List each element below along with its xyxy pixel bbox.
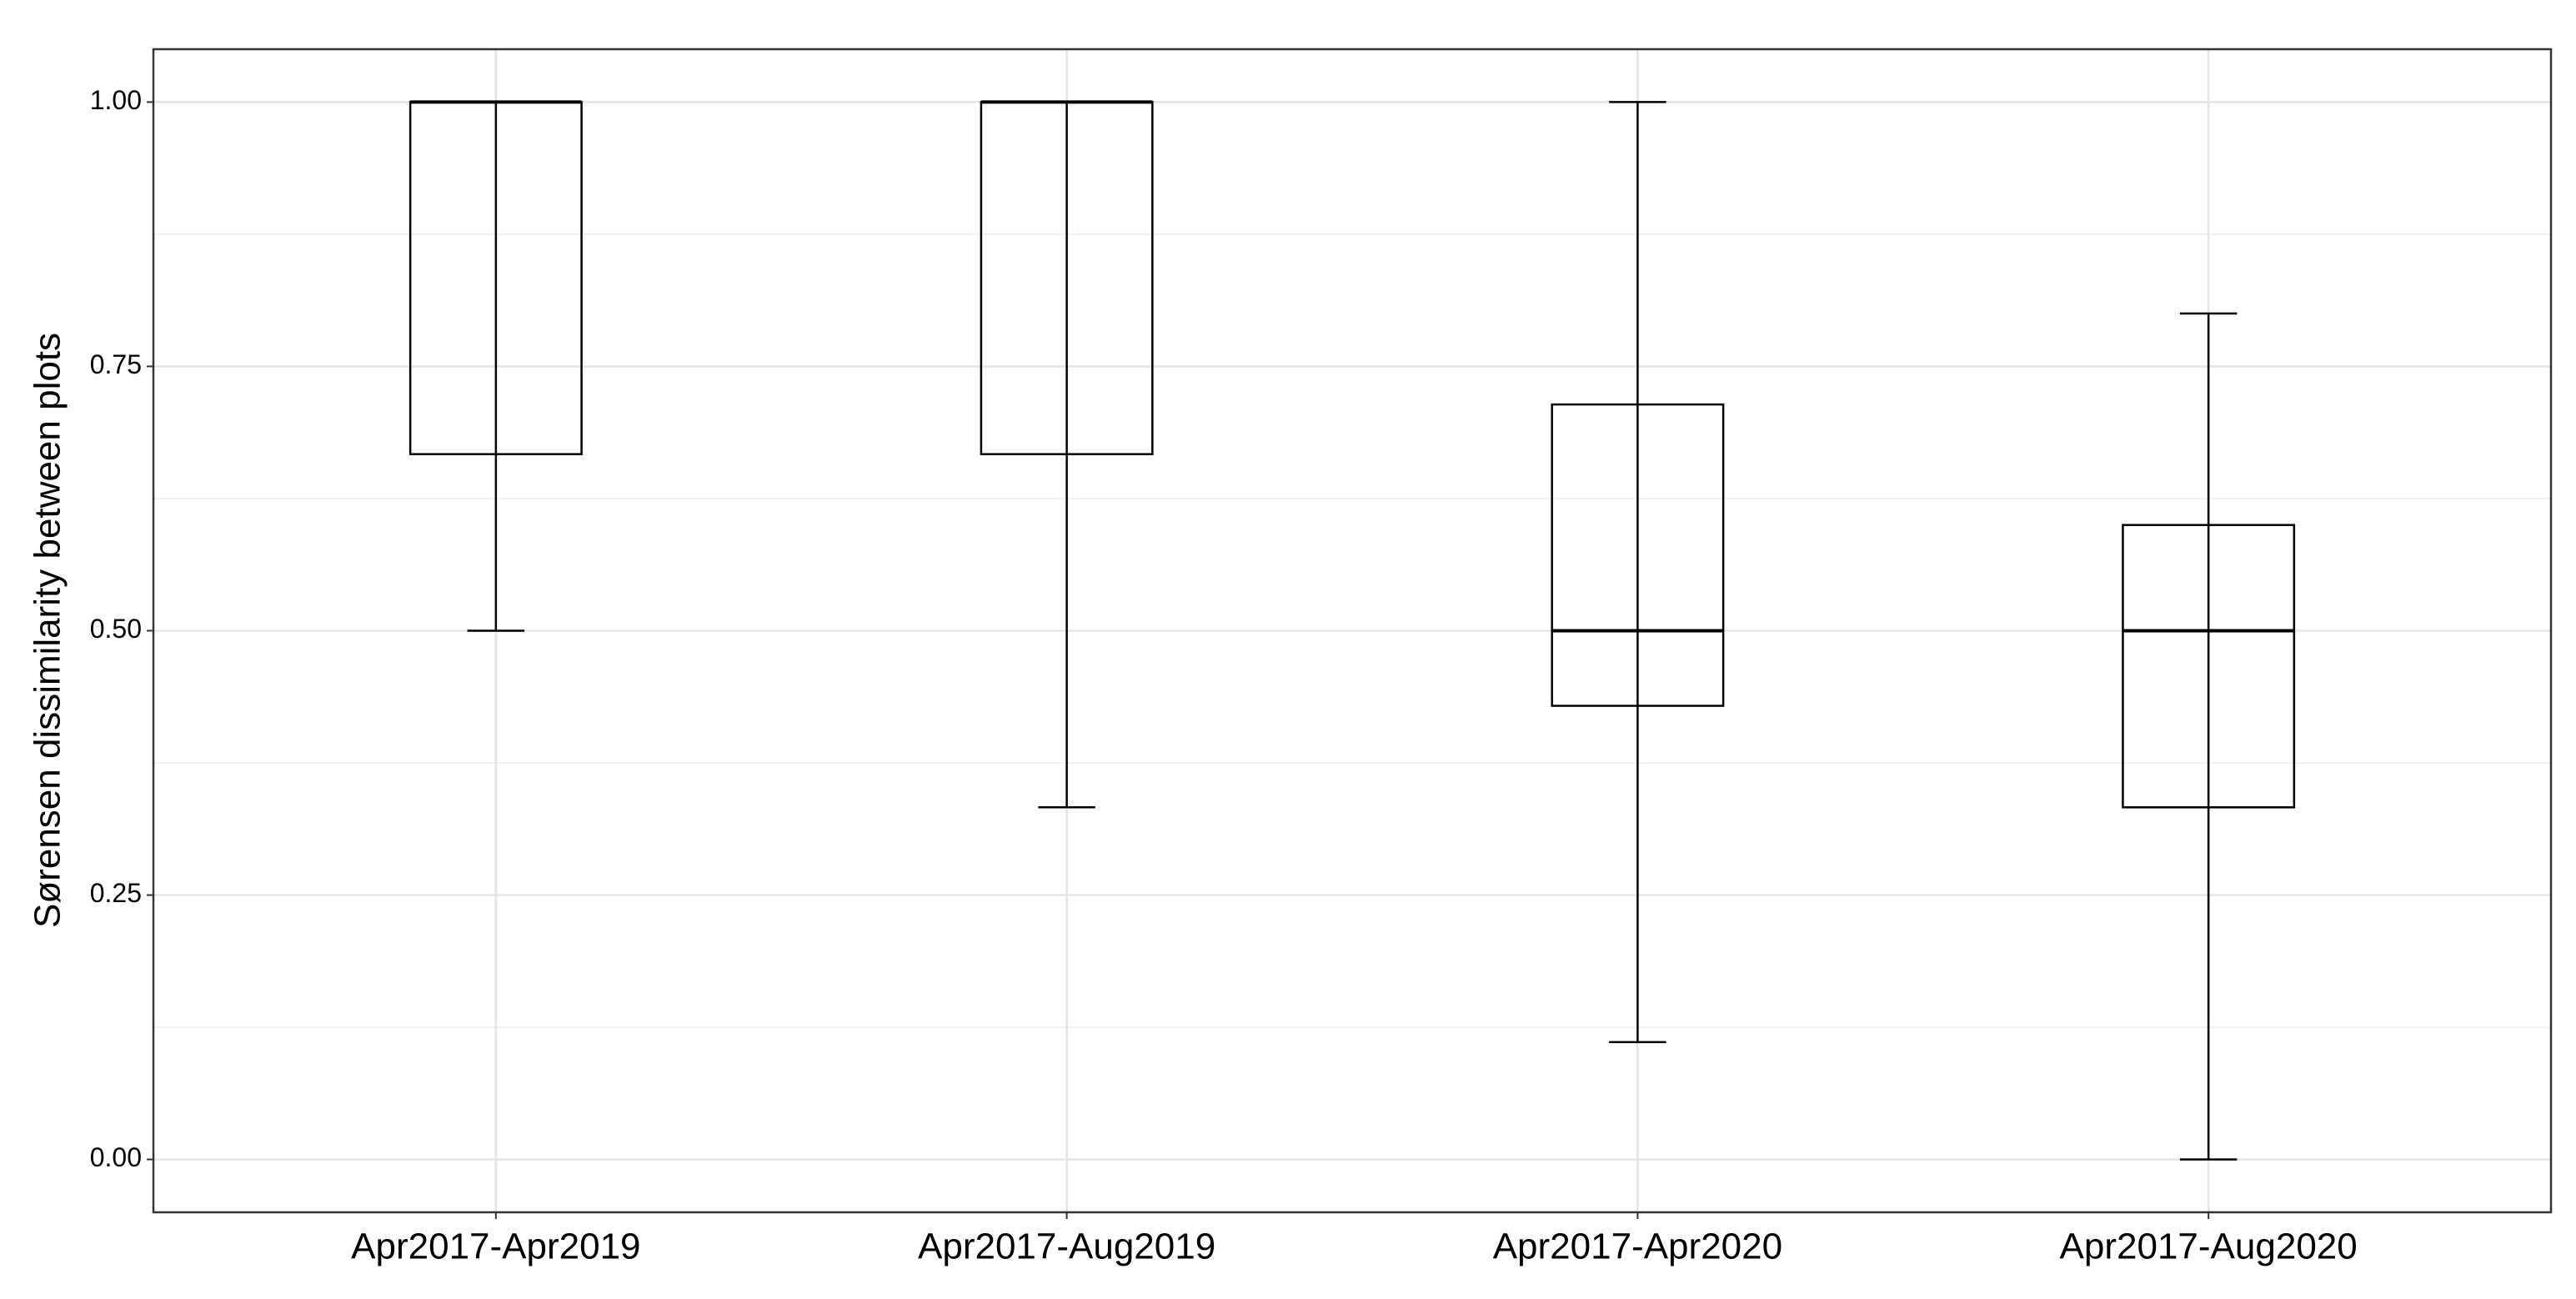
box [1551, 403, 1725, 707]
x-tick-label: Apr2017-Aug2019 [918, 1226, 1215, 1267]
box [2122, 524, 2296, 809]
x-tick-label: Apr2017-Apr2020 [1493, 1226, 1782, 1267]
y-tick-label: 0.25 [90, 878, 142, 908]
x-tick-label: Apr2017-Aug2020 [2060, 1226, 2358, 1267]
y-axis-title: Sørensen dissimilarity between plots [28, 333, 68, 928]
y-tick-label: 1.00 [90, 85, 142, 115]
y-tick-label: 0.00 [90, 1142, 142, 1172]
panel-border [152, 48, 2553, 1214]
y-tick-label: 0.75 [90, 349, 142, 379]
y-tick-label: 0.50 [90, 614, 142, 644]
x-tick-label: Apr2017-Apr2019 [351, 1226, 640, 1267]
